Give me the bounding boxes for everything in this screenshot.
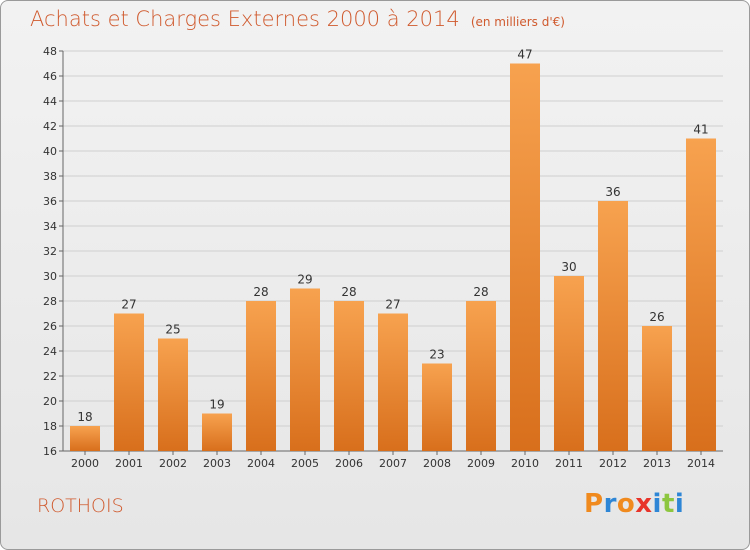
logo-letter: P bbox=[584, 489, 604, 519]
y-tick-label: 20 bbox=[43, 395, 57, 408]
chart-subtitle: (en milliers d'€) bbox=[470, 15, 565, 29]
x-tick-label-2013: 2013 bbox=[643, 457, 671, 470]
bar-2007 bbox=[378, 313, 408, 451]
bar-2010 bbox=[510, 63, 540, 451]
bars bbox=[70, 63, 716, 451]
y-tick-label: 16 bbox=[43, 445, 57, 458]
value-label-2014: 41 bbox=[693, 123, 708, 137]
value-label-2000: 18 bbox=[77, 410, 92, 424]
value-label-2012: 36 bbox=[605, 185, 620, 199]
x-tick-label-2006: 2006 bbox=[335, 457, 363, 470]
y-tick-label: 28 bbox=[43, 295, 57, 308]
bar-2000 bbox=[70, 426, 100, 451]
bar-2006 bbox=[334, 301, 364, 451]
y-tick-label: 30 bbox=[43, 270, 57, 283]
y-tick-label: 44 bbox=[43, 95, 57, 108]
value-label-2009: 28 bbox=[473, 285, 488, 299]
bar-2012 bbox=[598, 201, 628, 451]
bar-2001 bbox=[114, 313, 144, 451]
logo-letter: i bbox=[674, 489, 685, 519]
bar-2008 bbox=[422, 363, 452, 451]
y-tick-label: 32 bbox=[43, 245, 57, 258]
x-tick-label-2002: 2002 bbox=[159, 457, 187, 470]
x-tick-label-2011: 2011 bbox=[555, 457, 583, 470]
tick-labels: 16 18 20 22 24 26 28 30 32 34 36 38 40 42 44 46 48 2000 20… bbox=[43, 45, 715, 470]
y-tick-label: 48 bbox=[43, 45, 57, 58]
value-label-2002: 25 bbox=[165, 323, 180, 337]
logo-letter: r bbox=[603, 489, 617, 519]
commune-name: ROTHOIS bbox=[37, 495, 124, 517]
value-label-2013: 26 bbox=[649, 310, 664, 324]
value-label-2004: 28 bbox=[253, 285, 268, 299]
value-labels: 18 27 25 19 28 29 28 27 23 28 47 30 36 26 41 bbox=[77, 48, 708, 425]
bar-2011 bbox=[554, 276, 584, 451]
proxiti-logo: Proxiti bbox=[584, 489, 684, 519]
bar-2014 bbox=[686, 138, 716, 451]
value-label-2001: 27 bbox=[121, 298, 136, 312]
y-tick-label: 34 bbox=[43, 220, 57, 233]
logo-letter: t bbox=[661, 489, 675, 519]
title-row: Achats et Charges Externes 2000 à 2014 (… bbox=[30, 7, 565, 31]
logo-letter: x bbox=[635, 489, 653, 519]
x-tick-label-2000: 2000 bbox=[71, 457, 99, 470]
value-label-2006: 28 bbox=[341, 285, 356, 299]
x-tick-label-2003: 2003 bbox=[203, 457, 231, 470]
value-label-2003: 19 bbox=[209, 398, 224, 412]
value-label-2011: 30 bbox=[561, 260, 576, 274]
bar-2004 bbox=[246, 301, 276, 451]
y-tick-label: 46 bbox=[43, 70, 57, 83]
value-label-2010: 47 bbox=[517, 48, 532, 62]
value-label-2008: 23 bbox=[429, 348, 444, 362]
y-tick-label: 18 bbox=[43, 420, 57, 433]
bar-2002 bbox=[158, 338, 188, 451]
logo-letter: o bbox=[616, 489, 636, 519]
y-tick-label: 22 bbox=[43, 370, 57, 383]
y-tick-label: 40 bbox=[43, 145, 57, 158]
logo-letter: i bbox=[652, 489, 662, 519]
value-label-2005: 29 bbox=[297, 273, 312, 287]
x-tick-label-2012: 2012 bbox=[599, 457, 627, 470]
x-tick-label-2004: 2004 bbox=[247, 457, 275, 470]
x-tick-label-2005: 2005 bbox=[291, 457, 319, 470]
x-tick-label-2007: 2007 bbox=[379, 457, 407, 470]
y-tick-label: 42 bbox=[43, 120, 57, 133]
y-tick-label: 24 bbox=[43, 345, 57, 358]
x-tick-label-2010: 2010 bbox=[511, 457, 539, 470]
bar-2005 bbox=[290, 288, 320, 451]
x-tick-label-2014: 2014 bbox=[687, 457, 715, 470]
y-tick-label: 38 bbox=[43, 170, 57, 183]
x-tick-label-2008: 2008 bbox=[423, 457, 451, 470]
y-tick-label: 26 bbox=[43, 320, 57, 333]
bar-2013 bbox=[642, 326, 672, 451]
x-tick-label-2001: 2001 bbox=[115, 457, 143, 470]
x-tick-label-2009: 2009 bbox=[467, 457, 495, 470]
bar-2003 bbox=[202, 413, 232, 451]
value-label-2007: 27 bbox=[385, 298, 400, 312]
bar-2009 bbox=[466, 301, 496, 451]
chart-title: Achats et Charges Externes 2000 à 2014 bbox=[30, 7, 460, 31]
y-tick-label: 36 bbox=[43, 195, 57, 208]
